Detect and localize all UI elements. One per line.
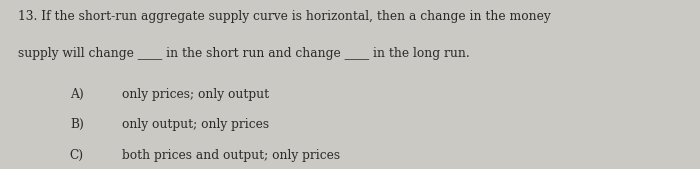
Text: 13. If the short-run aggregate supply curve is horizontal, then a change in the : 13. If the short-run aggregate supply cu… [18, 10, 550, 23]
Text: B): B) [70, 118, 84, 131]
Text: A): A) [70, 88, 84, 101]
Text: only prices; only output: only prices; only output [122, 88, 270, 101]
Text: C): C) [70, 149, 84, 162]
Text: only output; only prices: only output; only prices [122, 118, 270, 131]
Text: supply will change ____ in the short run and change ____ in the long run.: supply will change ____ in the short run… [18, 47, 469, 60]
Text: both prices and output; only prices: both prices and output; only prices [122, 149, 341, 162]
